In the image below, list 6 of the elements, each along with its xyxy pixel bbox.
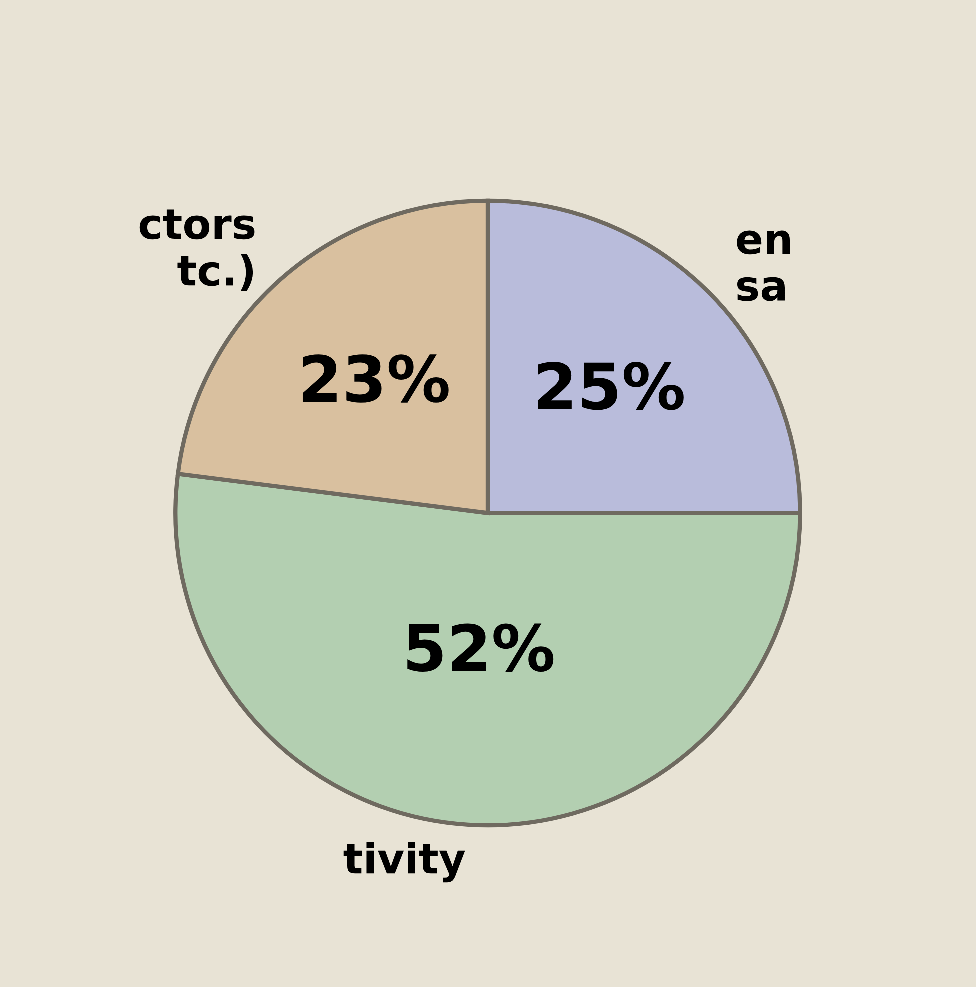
data-label: 25% [538,362,684,410]
slice-label: ctors tc.) [140,210,255,292]
slice-label: en sa [737,230,790,302]
data-label: 23% [302,354,449,403]
data-label: 52% [408,624,554,672]
slice-label: tivity [344,842,466,883]
